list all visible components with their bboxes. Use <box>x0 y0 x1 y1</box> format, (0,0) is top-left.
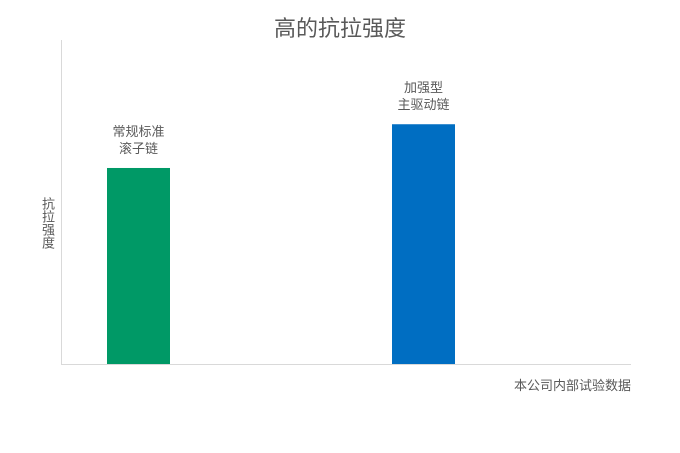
y-axis-label: 抗拉强度 <box>39 197 54 249</box>
chart-title: 高的抗拉强度 <box>273 17 406 42</box>
bar-label: 常规标准 滚子链 <box>112 124 165 157</box>
bar <box>107 167 170 364</box>
bar-label: 加强型 主驱动链 <box>397 81 450 114</box>
x-axis-label: 本公司内部试验数据 <box>513 379 631 394</box>
bar <box>392 124 455 365</box>
